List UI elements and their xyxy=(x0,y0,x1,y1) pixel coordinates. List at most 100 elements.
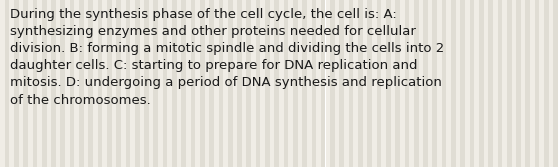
Bar xyxy=(42,0,46,167)
Bar xyxy=(4,0,9,167)
Bar xyxy=(37,0,42,167)
Bar xyxy=(316,0,321,167)
Bar xyxy=(530,0,535,167)
Bar xyxy=(167,0,172,167)
Bar xyxy=(339,0,344,167)
Bar xyxy=(349,0,353,167)
Bar xyxy=(135,0,140,167)
Bar xyxy=(540,0,544,167)
Bar xyxy=(493,0,498,167)
Bar xyxy=(46,0,51,167)
Bar xyxy=(228,0,233,167)
Bar xyxy=(270,0,275,167)
Bar xyxy=(88,0,93,167)
Bar xyxy=(409,0,414,167)
Bar xyxy=(247,0,251,167)
Bar xyxy=(107,0,112,167)
Bar xyxy=(112,0,116,167)
Bar xyxy=(391,0,395,167)
Bar xyxy=(418,0,423,167)
Bar xyxy=(484,0,488,167)
Bar xyxy=(93,0,98,167)
Bar xyxy=(149,0,153,167)
Bar xyxy=(311,0,316,167)
Bar xyxy=(223,0,228,167)
Bar xyxy=(121,0,126,167)
Bar xyxy=(74,0,79,167)
Bar xyxy=(344,0,349,167)
Bar xyxy=(381,0,386,167)
Bar xyxy=(554,0,558,167)
Bar xyxy=(116,0,121,167)
Bar xyxy=(265,0,270,167)
Bar xyxy=(261,0,265,167)
Bar xyxy=(325,0,330,167)
Bar xyxy=(330,0,335,167)
Bar xyxy=(186,0,191,167)
Bar xyxy=(456,0,460,167)
Bar xyxy=(14,0,18,167)
Bar xyxy=(102,0,107,167)
Bar xyxy=(377,0,381,167)
Bar xyxy=(428,0,432,167)
Bar xyxy=(28,0,32,167)
Bar xyxy=(479,0,484,167)
Bar xyxy=(9,0,14,167)
Bar xyxy=(205,0,209,167)
Bar xyxy=(65,0,70,167)
Bar xyxy=(507,0,512,167)
Bar xyxy=(214,0,219,167)
Bar xyxy=(321,0,325,167)
Bar xyxy=(400,0,405,167)
Bar xyxy=(140,0,144,167)
Text: During the synthesis phase of the cell cycle, the cell is: A:
synthesizing enzym: During the synthesis phase of the cell c… xyxy=(10,8,444,107)
Bar xyxy=(153,0,158,167)
Bar xyxy=(0,0,4,167)
Bar xyxy=(451,0,456,167)
Bar xyxy=(172,0,177,167)
Bar xyxy=(335,0,339,167)
Bar xyxy=(163,0,167,167)
Bar xyxy=(358,0,363,167)
Bar xyxy=(84,0,88,167)
Bar xyxy=(516,0,521,167)
Bar xyxy=(363,0,367,167)
Bar xyxy=(297,0,302,167)
Bar xyxy=(526,0,530,167)
Bar xyxy=(521,0,526,167)
Bar xyxy=(488,0,493,167)
Bar xyxy=(498,0,502,167)
Bar xyxy=(79,0,84,167)
Bar xyxy=(395,0,400,167)
Bar xyxy=(32,0,37,167)
Bar xyxy=(446,0,451,167)
Bar xyxy=(423,0,428,167)
Bar xyxy=(405,0,409,167)
Bar xyxy=(307,0,311,167)
Bar xyxy=(502,0,507,167)
Bar xyxy=(60,0,65,167)
Bar xyxy=(414,0,418,167)
Bar xyxy=(256,0,261,167)
Bar xyxy=(98,0,102,167)
Bar xyxy=(544,0,549,167)
Bar xyxy=(442,0,446,167)
Bar xyxy=(275,0,279,167)
Bar xyxy=(56,0,60,167)
Bar xyxy=(177,0,181,167)
Bar xyxy=(23,0,28,167)
Bar xyxy=(283,0,288,167)
Bar xyxy=(242,0,247,167)
Bar xyxy=(465,0,470,167)
Bar xyxy=(144,0,149,167)
Bar xyxy=(181,0,186,167)
Bar xyxy=(200,0,205,167)
Bar xyxy=(130,0,135,167)
Bar xyxy=(251,0,256,167)
Bar xyxy=(432,0,437,167)
Bar xyxy=(237,0,242,167)
Bar xyxy=(51,0,56,167)
Bar xyxy=(512,0,516,167)
Bar xyxy=(386,0,391,167)
Bar xyxy=(18,0,23,167)
